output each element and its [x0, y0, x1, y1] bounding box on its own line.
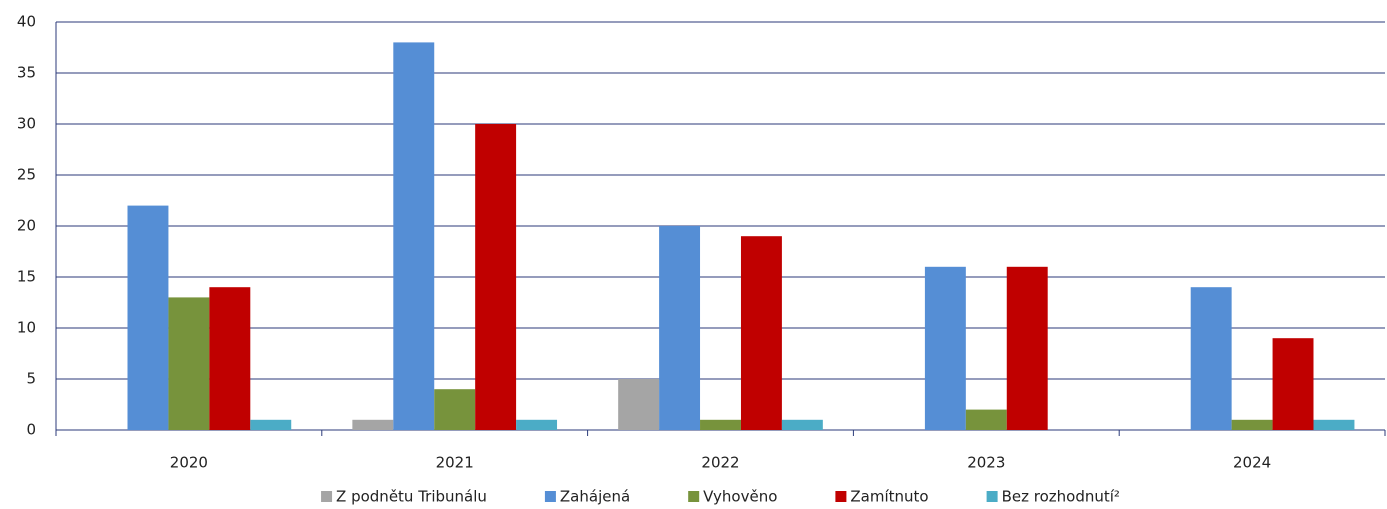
x-tick-label: 2023 — [967, 454, 1005, 472]
legend-swatch — [544, 491, 556, 502]
y-tick-label: 25 — [17, 166, 36, 184]
x-tick-label: 2021 — [436, 454, 474, 472]
y-tick-label: 15 — [17, 268, 36, 286]
legend-label: Zamítnuto — [850, 488, 928, 506]
bar — [924, 266, 966, 430]
legend-label: Bez rozhodnutí² — [1002, 488, 1120, 506]
y-tick-label: 5 — [26, 370, 36, 388]
bar — [434, 389, 476, 430]
x-tick-label: 2024 — [1233, 454, 1271, 472]
bar — [1313, 419, 1355, 430]
legend-label: Z podnětu Tribunálu — [336, 488, 487, 506]
y-tick-label: 20 — [17, 217, 36, 235]
bar — [352, 419, 394, 430]
bar — [1006, 266, 1048, 430]
y-tick-label: 35 — [17, 64, 36, 82]
legend-swatch — [835, 491, 847, 502]
bar — [393, 42, 435, 431]
x-tick-label: 2022 — [701, 454, 739, 472]
legend-swatch — [986, 491, 998, 502]
legend-label: Vyhověno — [703, 488, 777, 506]
y-tick-label: 30 — [17, 115, 36, 133]
bar — [700, 419, 741, 430]
legend-swatch — [688, 491, 700, 502]
legend-swatch — [321, 491, 333, 502]
bar — [1272, 338, 1314, 430]
bar — [740, 236, 782, 430]
bar — [516, 419, 558, 430]
bar — [209, 287, 251, 430]
bar — [618, 379, 660, 430]
bar — [168, 297, 210, 430]
bar — [250, 419, 292, 430]
y-tick-label: 40 — [17, 13, 36, 31]
bar — [1231, 419, 1273, 430]
y-tick-label: 10 — [17, 319, 36, 337]
bar — [781, 419, 823, 430]
bar — [127, 205, 169, 430]
bar — [659, 226, 701, 430]
x-tick-label: 2020 — [170, 454, 208, 472]
legend-label: Zahájená — [560, 488, 630, 506]
bar — [965, 409, 1007, 430]
bar — [1190, 287, 1232, 430]
bar — [475, 124, 517, 430]
y-tick-label: 0 — [26, 421, 36, 439]
